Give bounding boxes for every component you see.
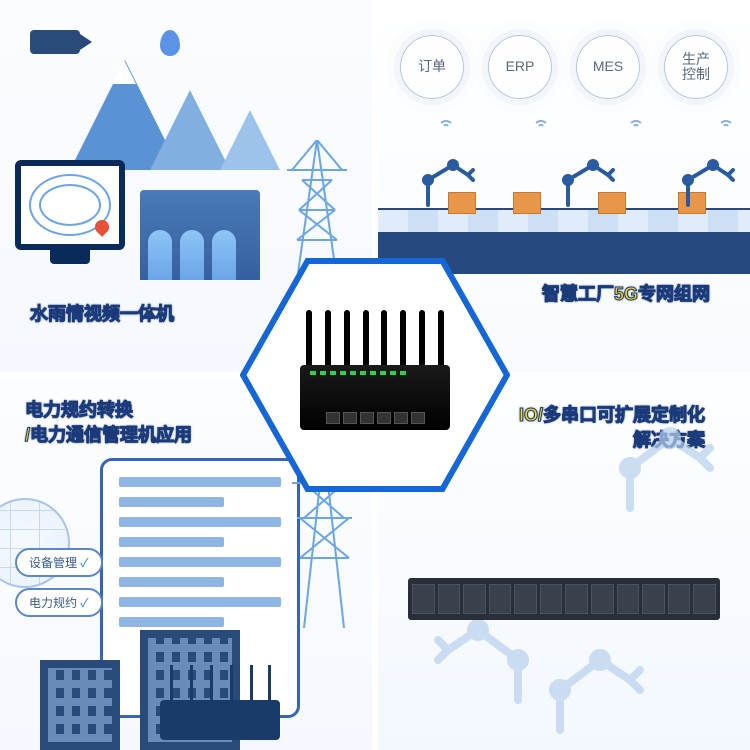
panel-title: 智慧工厂5G专网组网 bbox=[542, 282, 710, 307]
check-icon: ✓ bbox=[80, 556, 88, 570]
tag-erp: ERP bbox=[488, 35, 552, 99]
check-icon: ✓ bbox=[80, 596, 88, 610]
box-icon bbox=[513, 192, 541, 214]
building-icon bbox=[40, 660, 120, 750]
gateway-device-icon bbox=[300, 310, 450, 440]
panel-title: 水雨情视频一体机 bbox=[30, 302, 174, 327]
camera-icon bbox=[30, 30, 80, 54]
robot-arm-icon bbox=[610, 408, 720, 518]
mountain-icon bbox=[150, 90, 230, 170]
robot-arm-icon bbox=[540, 630, 650, 740]
snowcap-icon bbox=[112, 60, 136, 84]
panel-title: 电力规约转换 /电力通信管理机应用 bbox=[25, 398, 192, 448]
wifi-icon bbox=[438, 120, 454, 136]
tag-control: 生产 控制 bbox=[664, 35, 728, 99]
router-icon bbox=[160, 700, 280, 740]
robot-arm-icon bbox=[678, 150, 738, 210]
wifi-icon bbox=[533, 120, 549, 136]
robot-arm-icon bbox=[558, 150, 618, 210]
center-hexagon bbox=[240, 258, 510, 492]
chip-protocol: 电力规约 ✓ bbox=[15, 588, 103, 617]
mountain-icon bbox=[220, 110, 280, 170]
rack-unit-icon bbox=[408, 578, 720, 620]
wifi-icon bbox=[718, 120, 734, 136]
raindrop-icon bbox=[160, 30, 180, 56]
tag-mes: MES bbox=[576, 35, 640, 99]
monitor-icon bbox=[15, 160, 125, 250]
system-tags-row: 订单 ERP MES 生产 控制 bbox=[378, 35, 750, 99]
tag-order: 订单 bbox=[400, 35, 464, 99]
wifi-icon bbox=[628, 120, 644, 136]
robot-arm-icon bbox=[418, 150, 478, 210]
chip-device-mgmt: 设备管理 ✓ bbox=[15, 548, 103, 577]
